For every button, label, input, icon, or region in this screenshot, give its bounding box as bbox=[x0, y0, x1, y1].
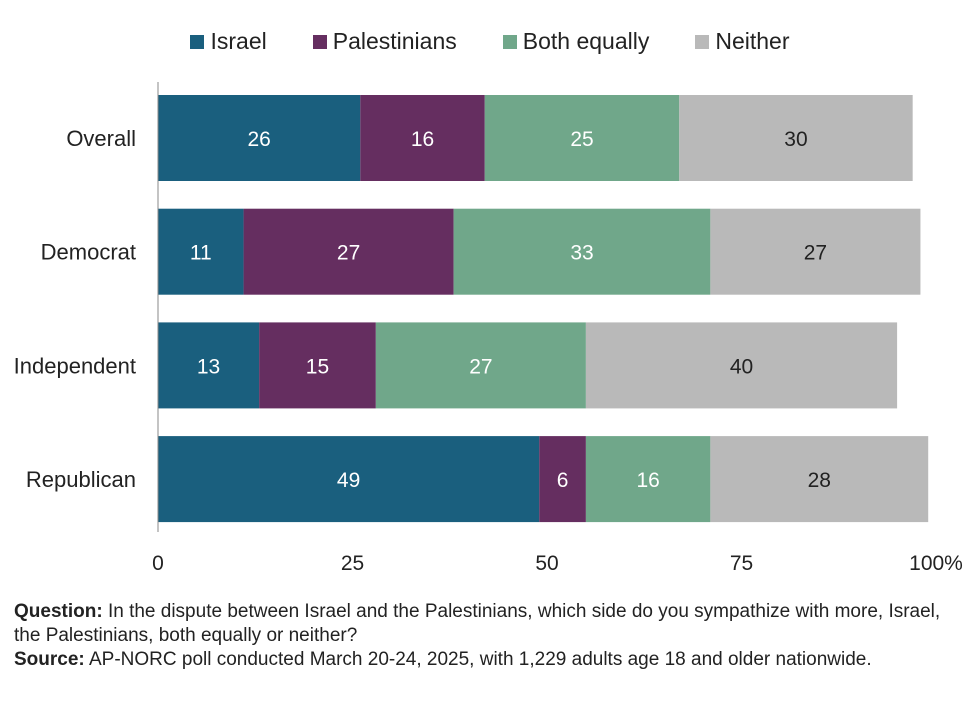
source-text: AP-NORC poll conducted March 20-24, 2025… bbox=[84, 649, 872, 670]
bar-segment-israel bbox=[158, 95, 361, 181]
data-label: 40 bbox=[730, 355, 753, 378]
bar-segment-neither bbox=[585, 322, 898, 409]
chart-notes: Question: In the dispute between Israel … bbox=[14, 600, 964, 672]
legend-label: Israel bbox=[210, 28, 267, 54]
data-label: 30 bbox=[784, 128, 807, 151]
x-tick-label: 100% bbox=[909, 552, 963, 575]
source-note: Source: AP-NORC poll conducted March 20-… bbox=[14, 648, 964, 672]
bar-segment-israel bbox=[158, 436, 540, 523]
data-label: 16 bbox=[636, 469, 659, 492]
data-label: 6 bbox=[557, 469, 569, 492]
bar-segment-neither bbox=[710, 436, 929, 523]
chart-legend: Israel Palestinians Both equally Neither bbox=[0, 28, 980, 55]
question-label: Question: bbox=[14, 601, 103, 622]
bar-segment-both-equally bbox=[585, 436, 711, 523]
data-label: 11 bbox=[190, 242, 212, 265]
bar-segment-palestinians bbox=[243, 208, 454, 295]
legend-item-both-equally: Both equally bbox=[502, 28, 650, 55]
data-label: 27 bbox=[337, 242, 360, 265]
bar-segment-neither bbox=[710, 208, 921, 295]
bar-segment-israel bbox=[158, 322, 260, 409]
legend-swatch bbox=[312, 34, 327, 49]
data-label: 49 bbox=[337, 469, 360, 492]
data-label: 16 bbox=[411, 128, 434, 151]
chart-plot-area: Overall 26 16 25 30 Democrat 11 27 33 27 Independe… bbox=[14, 82, 963, 575]
data-label: 25 bbox=[570, 128, 593, 151]
bar-segment-israel bbox=[158, 208, 244, 295]
data-label: 13 bbox=[197, 355, 220, 378]
category-label: Overall bbox=[66, 126, 136, 151]
source-label: Source: bbox=[14, 649, 85, 670]
question-text: In the dispute between Israel and the Pa… bbox=[14, 601, 941, 646]
x-tick-label: 25 bbox=[341, 552, 364, 575]
legend-swatch bbox=[190, 34, 205, 49]
data-label: 27 bbox=[804, 242, 827, 265]
x-tick-label: 50 bbox=[535, 552, 558, 575]
bar-segment-both-equally bbox=[375, 322, 586, 409]
bar-segment-neither bbox=[679, 95, 913, 181]
category-label: Independent bbox=[14, 353, 136, 378]
data-label: 27 bbox=[469, 355, 492, 378]
data-label: 15 bbox=[306, 355, 329, 378]
legend-item-palestinians: Palestinians bbox=[312, 28, 457, 55]
legend-swatch bbox=[502, 34, 517, 49]
bar-segment-palestinians bbox=[539, 436, 586, 523]
data-label: 28 bbox=[808, 469, 831, 492]
data-label: 26 bbox=[247, 128, 270, 151]
legend-label: Both equally bbox=[522, 28, 650, 54]
data-label: 33 bbox=[570, 242, 593, 265]
x-tick-label: 75 bbox=[730, 552, 753, 575]
bar-segment-palestinians bbox=[360, 95, 485, 181]
legend-item-israel: Israel bbox=[190, 28, 267, 55]
legend-swatch bbox=[695, 34, 710, 49]
category-label: Democrat bbox=[41, 240, 136, 265]
x-tick-label: 0 bbox=[152, 552, 164, 575]
question-note: Question: In the dispute between Israel … bbox=[14, 600, 964, 648]
bar-segment-palestinians bbox=[259, 322, 376, 409]
legend-item-neither: Neither bbox=[695, 28, 790, 55]
bar-segment-both-equally bbox=[484, 95, 680, 181]
category-label: Republican bbox=[26, 467, 136, 492]
legend-label: Palestinians bbox=[332, 28, 457, 54]
bar-segment-both-equally bbox=[453, 208, 711, 295]
legend-label: Neither bbox=[715, 28, 790, 54]
